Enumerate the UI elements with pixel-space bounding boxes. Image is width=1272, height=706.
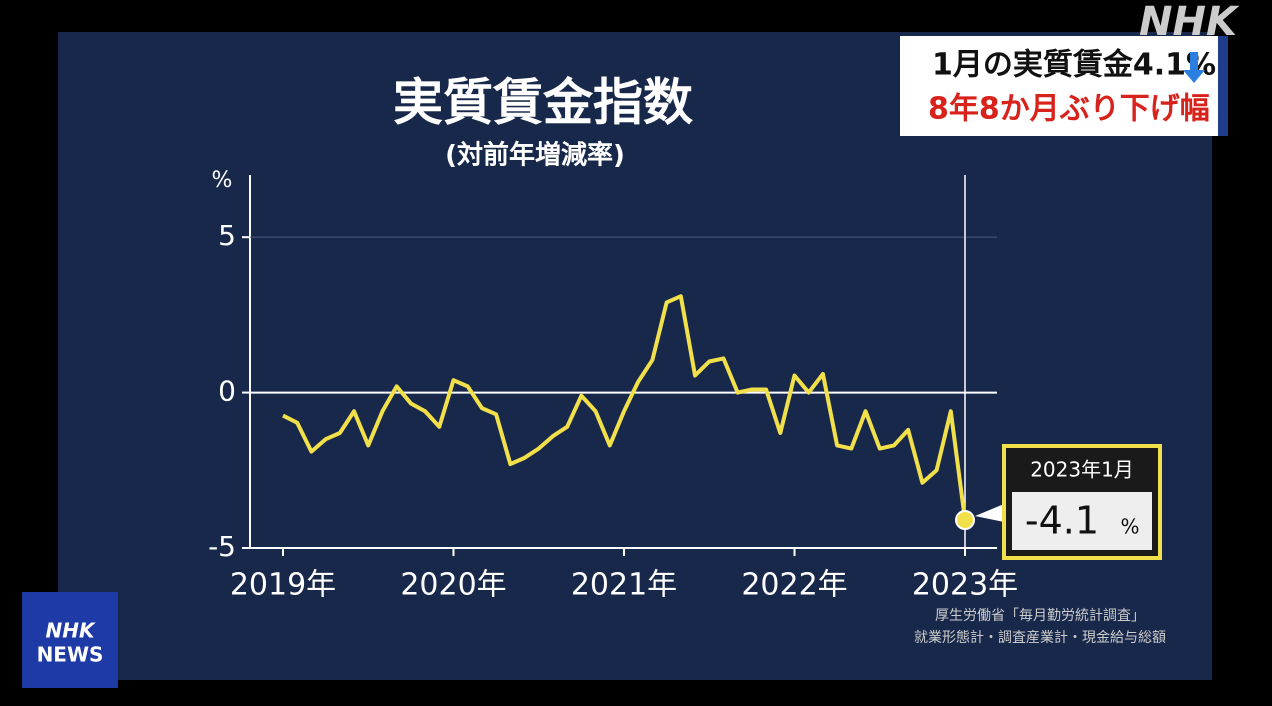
y-unit: % xyxy=(212,168,233,193)
badge-2: NEWS xyxy=(37,643,104,667)
x-tick-label: 2021年 xyxy=(571,568,677,603)
callout-body xyxy=(1012,492,1152,550)
last-point xyxy=(955,510,975,531)
callout-unit: % xyxy=(1120,515,1139,539)
headline-box xyxy=(900,36,1220,136)
headline-1: 1月の実質賃金4.1% xyxy=(932,48,1216,83)
headline-2: 8年8か月ぶり下げ幅 xyxy=(928,92,1210,127)
source-1: 厚生労働省「毎月勤労統計調査」 xyxy=(935,608,1145,624)
callout-value: -4.1 xyxy=(1025,499,1099,543)
badge-1: NHK xyxy=(46,619,96,643)
x-tick-label: 2019年 xyxy=(230,568,336,603)
x-tick-label: 2022年 xyxy=(741,568,847,603)
callout-pointer xyxy=(975,504,1004,522)
series-line xyxy=(282,294,967,521)
down-arrow xyxy=(1183,52,1205,83)
y-tick-label: 5 xyxy=(218,219,236,252)
x-tick-label: 2020年 xyxy=(400,568,506,603)
callout-label: 2023年1月 xyxy=(1030,458,1134,482)
y-tick-label: -5 xyxy=(208,530,236,563)
source-2: 就業形態計・調査産業計・現金給与総額 xyxy=(914,630,1166,646)
y-tick-label: 0 xyxy=(218,375,236,408)
chart-title: 実質賃金指数 xyxy=(393,74,693,132)
x-tick-label: 2023年 xyxy=(912,568,1018,603)
headline-edge xyxy=(1218,36,1228,136)
chart-subtitle: (対前年増減率) xyxy=(445,140,625,171)
news-badge xyxy=(22,592,118,688)
